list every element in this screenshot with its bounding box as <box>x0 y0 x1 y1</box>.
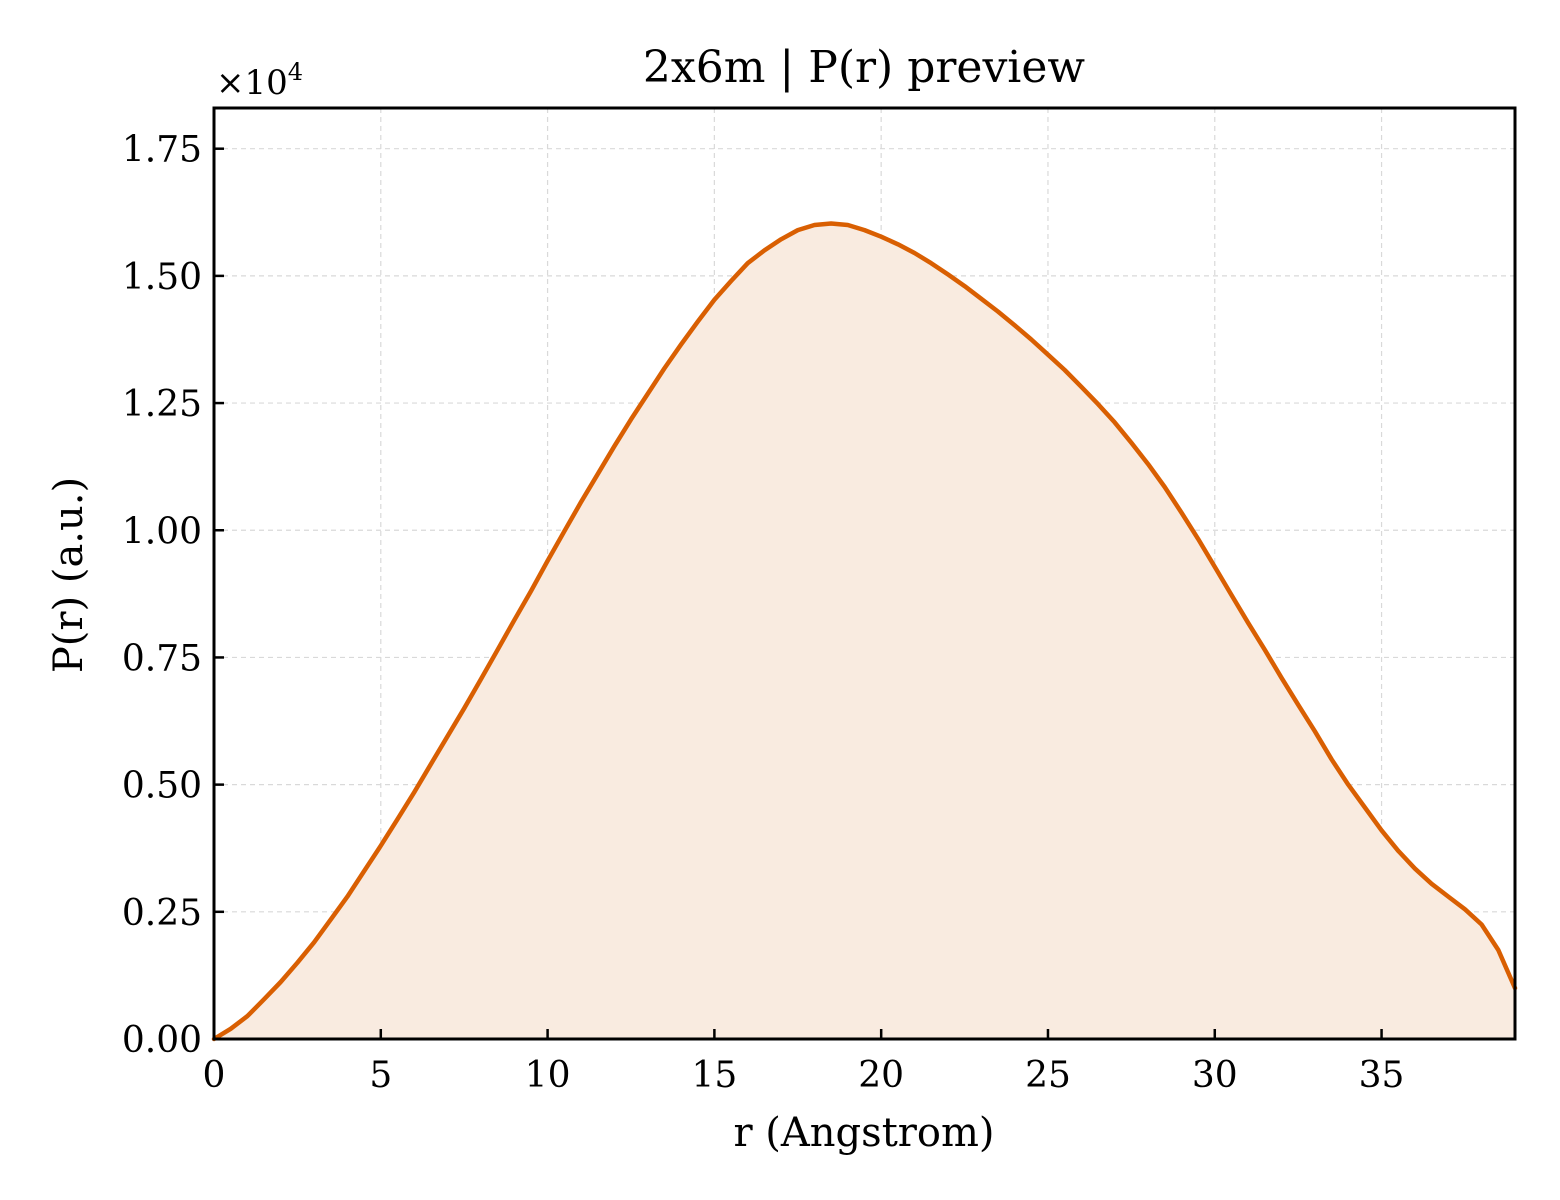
y-tick-label: 0.00 <box>122 1020 202 1061</box>
x-tick-label: 0 <box>203 1055 226 1096</box>
y-axis-ticks: 0.00 0.25 0.50 0.75 1.00 1.25 1.50 1.75 <box>122 130 224 1061</box>
y-tick-label: 0.50 <box>122 766 202 807</box>
x-tick-label: 20 <box>858 1055 904 1096</box>
plot-frame <box>212 106 1517 1041</box>
y-tick-label: 0.75 <box>122 638 202 679</box>
x-tick-label: 35 <box>1359 1055 1405 1096</box>
y-tick-label: 1.00 <box>122 511 202 552</box>
chart-title: 2x6m | P(r) preview <box>643 42 1085 93</box>
x-tick-label: 10 <box>525 1055 571 1096</box>
y-tick-label: 1.50 <box>122 257 202 298</box>
x-tick-label: 25 <box>1025 1055 1071 1096</box>
y-tick-label: 1.75 <box>122 130 202 171</box>
y-axis-multiplier: ×104 <box>216 58 303 103</box>
x-axis-ticks: 0 5 10 15 20 25 30 35 <box>203 1029 1405 1096</box>
x-axis-label: r (Angstrom) <box>733 1110 994 1156</box>
y-tick-label: 0.25 <box>122 893 202 934</box>
pr-area-fill <box>214 223 1515 1039</box>
x-tick-label: 15 <box>691 1055 737 1096</box>
y-axis-label: P(r) (a.u.) <box>46 477 92 673</box>
pr-series-line <box>211 221 1518 1042</box>
y-axis-multiplier-base: ×10 <box>216 63 288 103</box>
y-axis-multiplier-exponent: 4 <box>288 58 303 86</box>
x-tick-label: 5 <box>369 1055 392 1096</box>
x-tick-label: 30 <box>1192 1055 1238 1096</box>
y-tick-label: 1.25 <box>122 384 202 425</box>
